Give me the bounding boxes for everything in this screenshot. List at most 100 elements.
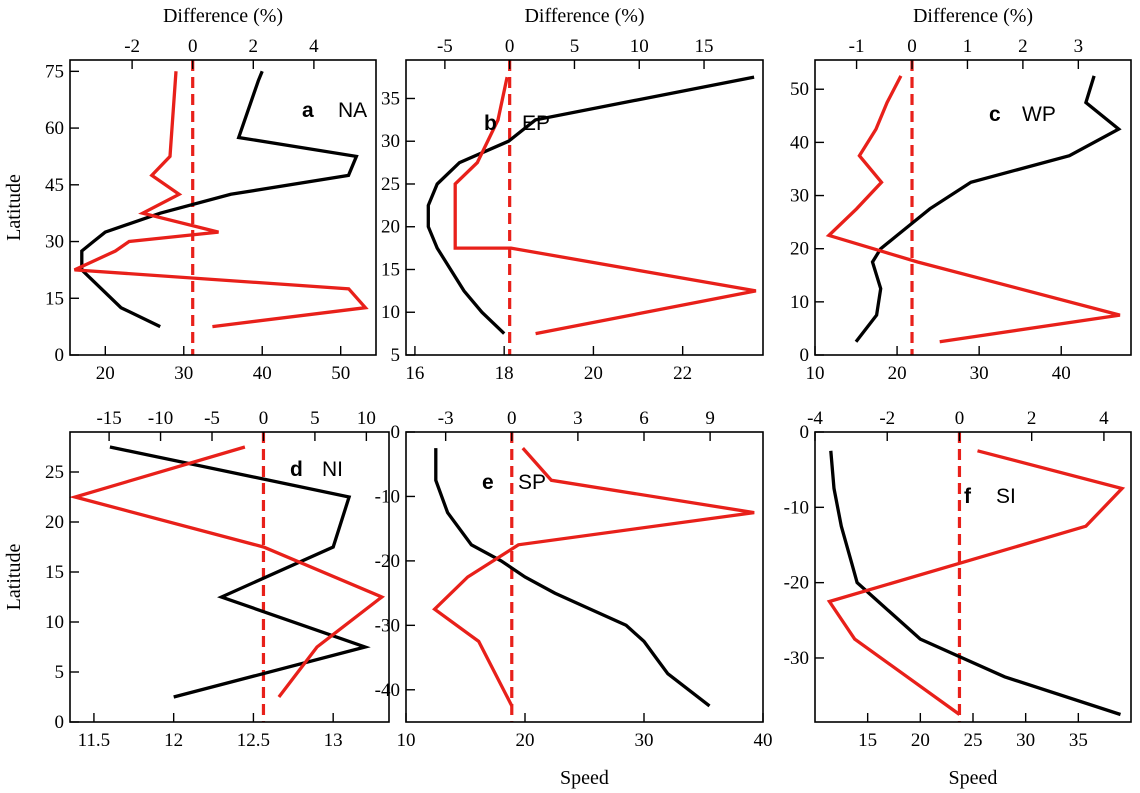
panel-region-label: NI xyxy=(322,458,343,481)
difference-series-line xyxy=(68,445,386,699)
left-tick-label: 40 xyxy=(790,132,809,153)
bottom-tick-label: 40 xyxy=(754,730,773,751)
plot-frame xyxy=(814,431,1132,723)
left-tick-label: 35 xyxy=(381,88,400,109)
bottom-tick-label: 10 xyxy=(806,363,825,384)
left-tick-label: 5 xyxy=(391,345,401,366)
top-tick-label: 0 xyxy=(907,36,917,57)
panel-letter-label: f xyxy=(964,485,972,508)
left-tick-label: -40 xyxy=(375,680,400,701)
panel-d-ni: 11.5 12 12.5 13 -15 -10 -5 0 5 10 0 5 10 15 20 25 Latitu… xyxy=(3,408,390,751)
left-tick-label: 15 xyxy=(45,288,64,309)
top-axis-title: Difference (%) xyxy=(163,5,283,27)
panel-letter-label: e xyxy=(482,471,494,494)
panel-region-label: NA xyxy=(338,99,367,122)
left-tick-label: 10 xyxy=(381,302,400,323)
plot-frame xyxy=(405,59,764,356)
plot-frame xyxy=(405,431,764,723)
bottom-tick-label: 20 xyxy=(96,363,115,384)
difference-series-line xyxy=(825,75,1121,344)
bottom-tick-label: 12 xyxy=(164,730,183,751)
left-tick-label: 30 xyxy=(790,186,809,207)
left-tick-label: 5 xyxy=(55,662,65,683)
panel-letter-label: a xyxy=(302,99,314,122)
top-tick-label: -1 xyxy=(849,36,865,57)
panel-region-label: WP xyxy=(1022,103,1056,126)
left-tick-label: 0 xyxy=(391,422,401,443)
left-tick-label: -30 xyxy=(375,615,400,636)
top-tick-label: 5 xyxy=(310,408,320,429)
left-tick-label: 75 xyxy=(45,61,64,82)
left-tick-label: -10 xyxy=(784,497,809,518)
left-tick-label: 15 xyxy=(381,259,400,280)
bottom-tick-label: 10 xyxy=(397,730,416,751)
bottom-tick-label: 15 xyxy=(858,730,877,751)
top-tick-label: -15 xyxy=(96,408,121,429)
plot-frame xyxy=(69,431,390,723)
bottom-tick-label: 30 xyxy=(174,363,193,384)
plot-frame xyxy=(814,59,1132,356)
top-tick-label: 15 xyxy=(695,36,714,57)
left-tick-label: 20 xyxy=(790,239,809,260)
top-tick-label: 4 xyxy=(309,36,319,57)
top-tick-label: 0 xyxy=(507,408,517,429)
left-tick-label: 15 xyxy=(45,562,64,583)
top-tick-label: 10 xyxy=(357,408,376,429)
bottom-tick-label: 40 xyxy=(1052,363,1071,384)
top-tick-label: 0 xyxy=(259,408,269,429)
bottom-tick-label: 13 xyxy=(324,730,343,751)
left-tick-label: 10 xyxy=(45,612,64,633)
bottom-axis-title: Speed xyxy=(949,767,998,789)
left-tick-label: 0 xyxy=(800,422,810,443)
left-tick-label: 60 xyxy=(45,118,64,139)
top-tick-label: 3 xyxy=(573,408,583,429)
bottom-tick-label: 16 xyxy=(405,363,424,384)
left-tick-label: 25 xyxy=(45,462,64,483)
bottom-tick-label: 20 xyxy=(888,363,907,384)
left-tick-label: 30 xyxy=(45,232,64,253)
bottom-tick-label: 30 xyxy=(1016,730,1035,751)
top-tick-label: -2 xyxy=(879,408,895,429)
bottom-tick-label: 30 xyxy=(970,363,989,384)
top-axis-title: Difference (%) xyxy=(524,5,644,27)
difference-series-line xyxy=(826,449,1126,716)
difference-series-line xyxy=(73,71,369,329)
bottom-tick-label: 30 xyxy=(635,730,654,751)
top-tick-label: 6 xyxy=(639,408,649,429)
bottom-tick-label: 40 xyxy=(253,363,272,384)
top-tick-label: 2 xyxy=(249,36,259,57)
difference-series-line xyxy=(432,447,755,707)
top-tick-label: 2 xyxy=(1027,408,1037,429)
left-tick-label: -30 xyxy=(784,648,809,669)
panel-b-ep: 16 18 20 22 -5 0 5 10 15 5 10 15 20 25 30 35 Difference … xyxy=(381,5,764,384)
left-tick-label: 20 xyxy=(381,217,400,238)
top-tick-label: 3 xyxy=(1074,36,1084,57)
plot-frame xyxy=(69,59,377,356)
left-tick-label: 0 xyxy=(55,345,65,366)
panel-letter-label: b xyxy=(484,112,497,135)
top-tick-label: 0 xyxy=(188,36,198,57)
top-tick-label: -2 xyxy=(124,36,140,57)
top-tick-label: 5 xyxy=(570,36,580,57)
top-tick-label: 1 xyxy=(963,36,973,57)
left-tick-label: 0 xyxy=(55,712,65,733)
left-tick-label: 50 xyxy=(790,79,809,100)
top-tick-label: -5 xyxy=(204,408,220,429)
panel-letter-label: d xyxy=(290,458,303,481)
top-tick-label: 10 xyxy=(630,36,649,57)
left-tick-label: 20 xyxy=(45,512,64,533)
left-tick-label: 10 xyxy=(790,292,809,313)
top-tick-label: 4 xyxy=(1099,408,1109,429)
y-axis-title: Latitude xyxy=(3,544,25,611)
speed-series-line xyxy=(426,75,755,335)
left-tick-label: -20 xyxy=(784,573,809,594)
panel-letter-label: c xyxy=(989,103,1001,126)
difference-series-line xyxy=(453,76,757,336)
panel-region-label: EP xyxy=(522,112,550,135)
bottom-tick-label: 20 xyxy=(584,363,603,384)
y-axis-title: Latitude xyxy=(3,174,25,241)
top-tick-label: 9 xyxy=(705,408,715,429)
